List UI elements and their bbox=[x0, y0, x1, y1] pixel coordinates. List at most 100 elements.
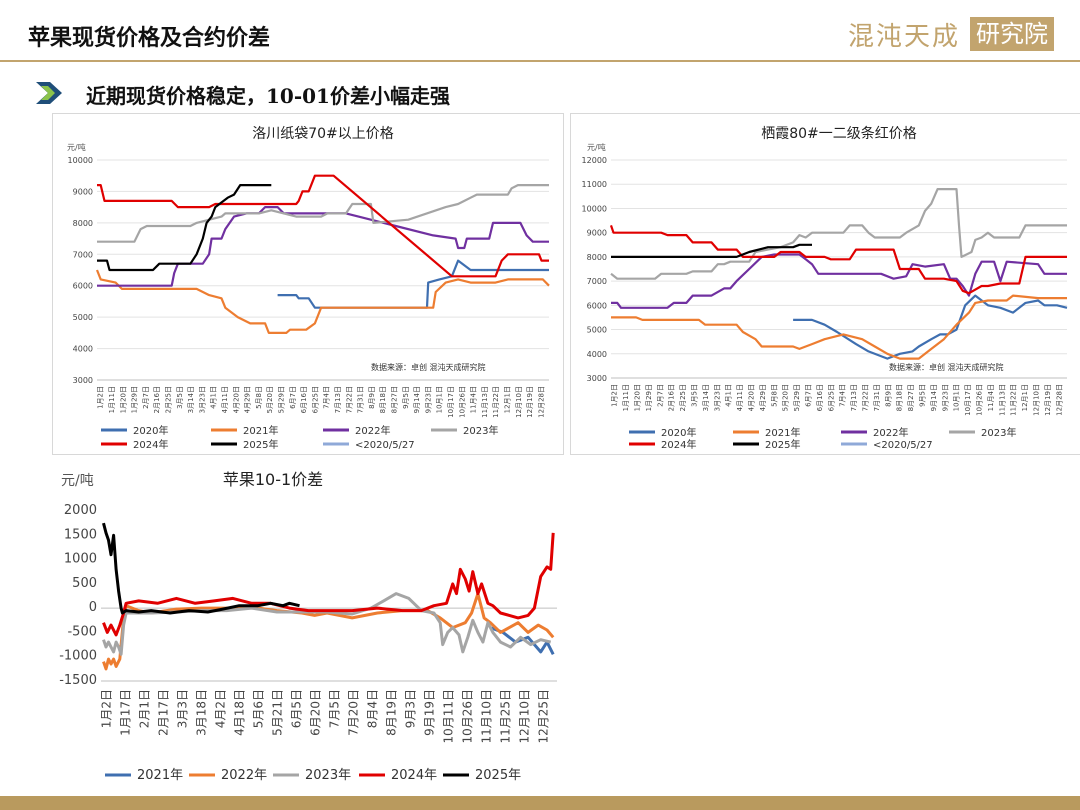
x-tick-label: 6月7日 bbox=[289, 386, 297, 409]
chevron-right-icon bbox=[36, 82, 62, 104]
x-tick-label: 6月5日 bbox=[290, 689, 304, 728]
x-tick-label: 6月16日 bbox=[300, 386, 308, 413]
x-tick-label: 9月5日 bbox=[919, 384, 927, 407]
legend-label-2020-5-27: <2020/5/27 bbox=[355, 440, 415, 451]
x-tick-label: 9月23日 bbox=[424, 386, 432, 413]
x-tick-label: 1月17日 bbox=[119, 689, 133, 736]
x-tick-label: 12月28日 bbox=[537, 386, 545, 418]
x-tick-label: 10月26日 bbox=[976, 384, 984, 416]
x-tick-label: 12月1日 bbox=[1021, 384, 1029, 411]
x-tick-label: 9月14日 bbox=[930, 384, 938, 411]
series-line-2021年 bbox=[611, 294, 1067, 360]
legend-label-2022年: 2022年 bbox=[355, 424, 390, 437]
legend-label-2021年: 2021年 bbox=[137, 768, 183, 783]
logo-box-text: 研究院 bbox=[970, 17, 1054, 51]
x-tick-label: 6月7日 bbox=[805, 384, 813, 407]
x-tick-label: 8月19日 bbox=[385, 689, 399, 736]
y-axis-unit: 元/吨 bbox=[67, 142, 86, 152]
x-tick-label: 8月18日 bbox=[896, 384, 904, 411]
y-tick-label: 4000 bbox=[73, 345, 93, 354]
y-tick-label: 1500 bbox=[64, 527, 97, 542]
x-tick-label: 7月4日 bbox=[323, 386, 331, 409]
series-line-2025年 bbox=[102, 522, 300, 615]
legend-label-2023年: 2023年 bbox=[463, 424, 498, 437]
x-tick-label: 12月28日 bbox=[1055, 384, 1063, 416]
y-tick-label: 1000 bbox=[64, 552, 97, 567]
legend-label-2021年: 2021年 bbox=[243, 424, 278, 437]
x-tick-label: 11月22日 bbox=[1010, 384, 1018, 416]
x-tick-label: 1月20日 bbox=[634, 384, 642, 411]
series-line-2025年 bbox=[97, 184, 272, 272]
x-tick-label: 3月5日 bbox=[691, 384, 699, 407]
x-tick-label: 2月16日 bbox=[668, 384, 676, 411]
legend-label-2024年: 2024年 bbox=[133, 438, 168, 451]
x-tick-label: 8月9日 bbox=[884, 384, 892, 407]
x-tick-label: 11月4日 bbox=[470, 386, 478, 413]
legend-label-2023年: 2023年 bbox=[305, 768, 351, 783]
x-tick-label: 7月13日 bbox=[850, 384, 858, 411]
y-tick-label: -500 bbox=[67, 624, 97, 639]
x-tick-label: 7月31日 bbox=[873, 384, 881, 411]
x-tick-label: 12月19日 bbox=[526, 386, 534, 418]
series-line-2022年 bbox=[97, 206, 549, 287]
x-tick-label: 2月25日 bbox=[679, 384, 687, 411]
series-line-2024年 bbox=[97, 174, 549, 278]
x-tick-label: 2月7日 bbox=[142, 386, 150, 409]
x-tick-label: 11月25日 bbox=[499, 689, 513, 744]
chart-panel-qixia: 栖霞80#一二级条红价格 元/吨 3000 4000 5000 6000 7000 8000 9… bbox=[570, 113, 1080, 455]
x-tick-label: 7月22日 bbox=[862, 384, 870, 411]
x-tick-label: 5月20日 bbox=[782, 384, 790, 411]
x-tick-label: 10月1日 bbox=[953, 384, 961, 411]
x-tick-label: 1月11日 bbox=[622, 384, 630, 411]
x-tick-label: 12月10日 bbox=[518, 689, 532, 744]
x-tick-label: 3月18日 bbox=[195, 689, 209, 736]
x-tick-label: 7月4日 bbox=[839, 384, 847, 407]
legend-label-2022年: 2022年 bbox=[873, 426, 908, 439]
x-tick-label: 8月18日 bbox=[379, 386, 387, 413]
x-tick-label: 3月3日 bbox=[176, 689, 190, 728]
series-line-2020年 bbox=[793, 294, 1068, 360]
legend-label-2025年: 2025年 bbox=[475, 768, 521, 783]
logo-text: 混沌天成 bbox=[848, 22, 961, 52]
x-tick-label: 10月17日 bbox=[447, 386, 455, 418]
y-tick-label: 5000 bbox=[73, 313, 93, 322]
y-tick-label: 4000 bbox=[587, 350, 607, 359]
page-title: 苹果现货价格及合约价差 bbox=[28, 25, 271, 51]
legend-label-2020年: 2020年 bbox=[661, 426, 696, 439]
x-tick-label: 8月27日 bbox=[390, 386, 398, 413]
x-tick-label: 5月6日 bbox=[252, 689, 266, 728]
x-tick-label: 7月31日 bbox=[357, 386, 365, 413]
x-tick-label: 10月17日 bbox=[964, 384, 972, 416]
chart-panel-luochuan: 洛川纸袋70#以上价格 元/吨 3000 4000 5000 6000 7000 8000 90… bbox=[52, 113, 564, 455]
chart-title: 栖霞80#一二级条红价格 bbox=[761, 125, 917, 142]
y-tick-label: 3000 bbox=[73, 376, 93, 385]
y-tick-label: 10000 bbox=[68, 156, 93, 165]
x-tick-label: 4月18日 bbox=[233, 689, 247, 736]
x-tick-label: 10月26日 bbox=[461, 689, 475, 744]
x-tick-label: 3月23日 bbox=[713, 384, 721, 411]
chart-panel-spread: 苹果10-1价差 元/吨 -1500 -1000 -500 0 500 1000 1500 200… bbox=[52, 460, 572, 795]
y-tick-label: 5000 bbox=[587, 326, 607, 335]
series-line-2022年 bbox=[611, 253, 1067, 309]
series-line-2023年 bbox=[610, 188, 1067, 280]
x-tick-label: 9月14日 bbox=[413, 386, 421, 413]
x-tick-label: 5月8日 bbox=[255, 386, 263, 409]
x-tick-label: 10月26日 bbox=[458, 386, 466, 418]
x-tick-label: 11月10日 bbox=[480, 689, 494, 744]
x-tick-label: 1月20日 bbox=[119, 386, 127, 413]
y-tick-label: 11000 bbox=[582, 180, 607, 189]
legend-label-2022年: 2022年 bbox=[221, 768, 267, 783]
section-subtitle: 近期现货价格稳定，10-01价差小幅走强 bbox=[86, 84, 450, 108]
y-tick-label: 7000 bbox=[73, 250, 93, 259]
x-tick-label: 2月17日 bbox=[157, 689, 171, 736]
y-tick-label: -1000 bbox=[59, 649, 97, 664]
x-tick-label: 11月22日 bbox=[492, 386, 500, 418]
x-tick-label: 7月5日 bbox=[328, 689, 342, 728]
source-note: 数据来源：卓创 混沌天成研究院 bbox=[889, 362, 1004, 372]
y-tick-label: 2000 bbox=[64, 503, 97, 518]
x-tick-label: 1月29日 bbox=[645, 384, 653, 411]
legend-label-2023年: 2023年 bbox=[981, 426, 1016, 439]
x-tick-label: 4月2日 bbox=[214, 689, 228, 728]
x-tick-label: 9月3日 bbox=[404, 689, 418, 728]
